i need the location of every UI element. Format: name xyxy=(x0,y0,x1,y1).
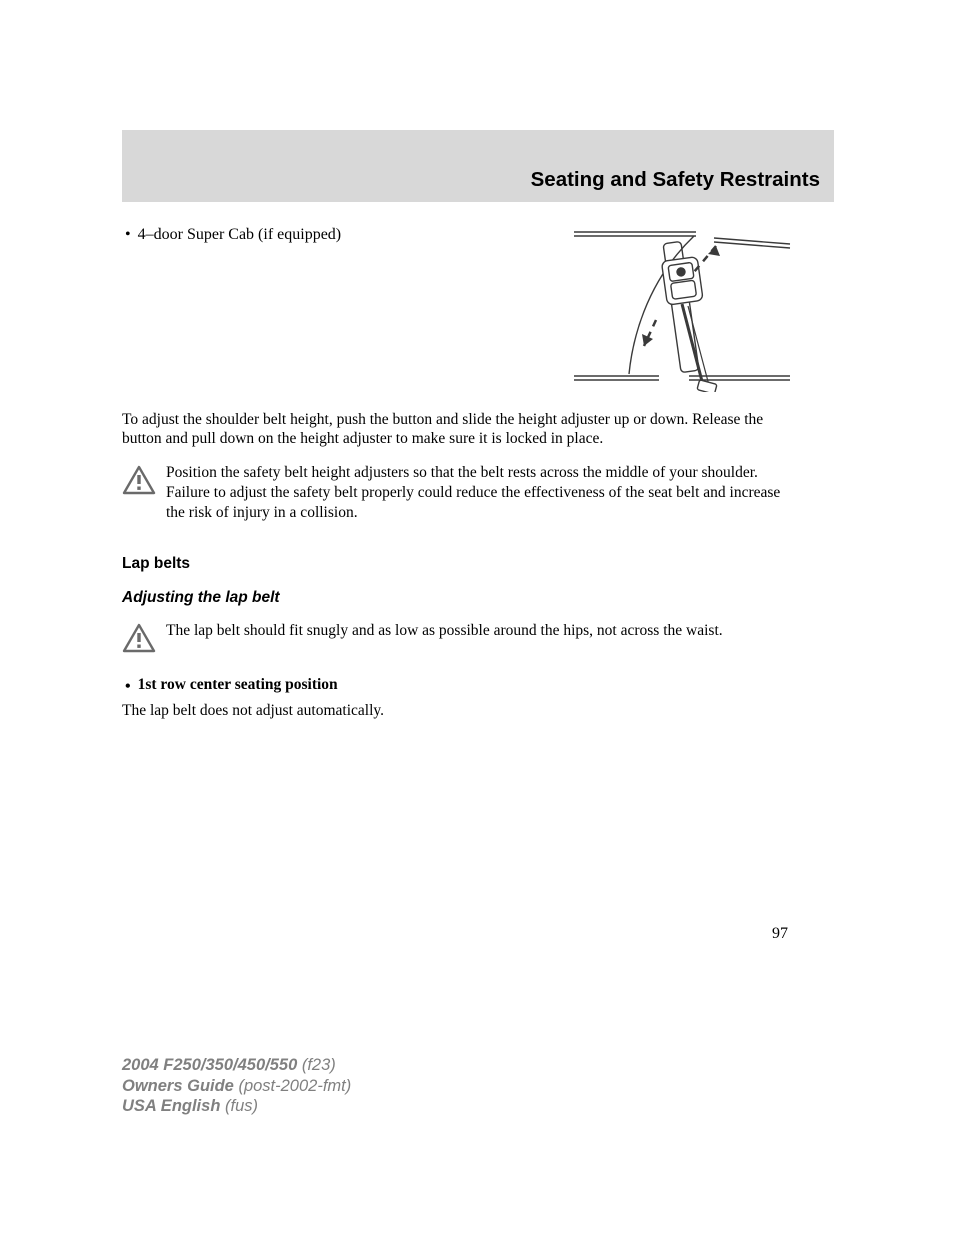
paragraph-no-auto-adjust: The lap belt does not adjust automatical… xyxy=(122,701,794,721)
bullet-bold-text: 1st row center seating position xyxy=(138,676,338,698)
bullet-item-first-row: • 1st row center seating position xyxy=(122,676,794,698)
heading-lap-belts: Lap belts xyxy=(122,555,794,573)
footer-lang: USA English xyxy=(122,1097,220,1115)
warning-box-lapbelt: The lap belt should fit snugly and as lo… xyxy=(122,621,794,658)
bullet-dot: • xyxy=(125,676,131,698)
section-title: Seating and Safety Restraints xyxy=(531,168,820,192)
section-header-bar: Seating and Safety Restraints xyxy=(122,130,834,202)
page-container: Seating and Safety Restraints • 4–door S… xyxy=(0,0,954,943)
warning-box-position: Position the safety belt height adjuster… xyxy=(122,463,794,522)
page-number: 97 xyxy=(122,925,794,943)
footer-code1: (f23) xyxy=(302,1056,336,1074)
paragraph-adjust-instructions: To adjust the shoulder belt height, push… xyxy=(122,410,794,450)
warning-text: Position the safety belt height adjuster… xyxy=(166,463,794,522)
content-area: • 4–door Super Cab (if equipped) xyxy=(122,202,794,943)
footer-line-3: USA English (fus) xyxy=(122,1096,351,1117)
footer-guide: Owners Guide xyxy=(122,1077,234,1095)
footer-block: 2004 F250/350/450/550 (f23) Owners Guide… xyxy=(122,1055,351,1117)
footer-line-1: 2004 F250/350/450/550 (f23) xyxy=(122,1055,351,1076)
footer-code2: (post-2002-fmt) xyxy=(238,1077,351,1095)
footer-model: 2004 F250/350/450/550 xyxy=(122,1056,297,1074)
footer-line-2: Owners Guide (post-2002-fmt) xyxy=(122,1076,351,1097)
heading-adjusting-lap-belt: Adjusting the lap belt xyxy=(122,589,794,607)
warning-icon xyxy=(122,623,156,658)
footer-code3: (fus) xyxy=(225,1097,258,1115)
bullet-text: 4–door Super Cab (if equipped) xyxy=(138,224,342,246)
bullet-dot: • xyxy=(125,224,131,246)
warning-text: The lap belt should fit snugly and as lo… xyxy=(166,621,723,641)
warning-icon xyxy=(122,465,156,500)
illustration-wrapper xyxy=(122,224,794,392)
seatbelt-adjuster-illustration xyxy=(544,224,794,392)
